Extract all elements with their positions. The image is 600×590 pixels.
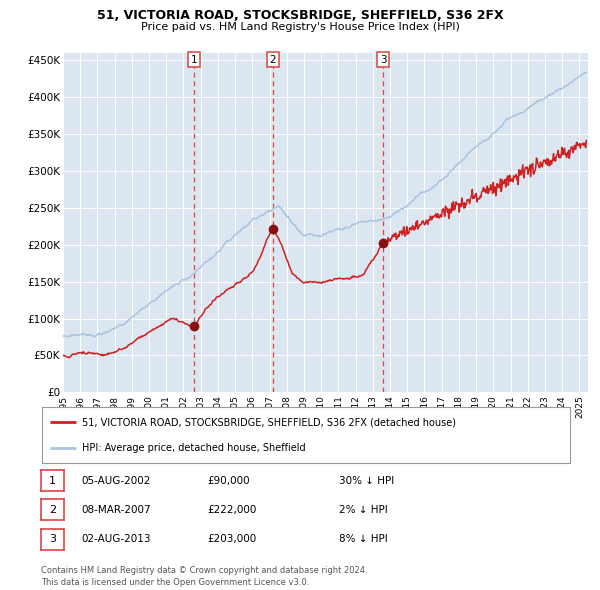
Text: 08-MAR-2007: 08-MAR-2007 (81, 505, 151, 514)
Text: 2: 2 (49, 505, 56, 514)
Text: Price paid vs. HM Land Registry's House Price Index (HPI): Price paid vs. HM Land Registry's House … (140, 22, 460, 32)
Text: 2% ↓ HPI: 2% ↓ HPI (339, 505, 388, 514)
Text: Contains HM Land Registry data © Crown copyright and database right 2024.
This d: Contains HM Land Registry data © Crown c… (41, 566, 367, 587)
Text: 3: 3 (380, 55, 386, 65)
Text: 05-AUG-2002: 05-AUG-2002 (81, 476, 151, 486)
Text: 1: 1 (190, 55, 197, 65)
Text: 30% ↓ HPI: 30% ↓ HPI (339, 476, 394, 486)
Text: 51, VICTORIA ROAD, STOCKSBRIDGE, SHEFFIELD, S36 2FX (detached house): 51, VICTORIA ROAD, STOCKSBRIDGE, SHEFFIE… (82, 417, 455, 427)
Text: 8% ↓ HPI: 8% ↓ HPI (339, 535, 388, 544)
Text: HPI: Average price, detached house, Sheffield: HPI: Average price, detached house, Shef… (82, 443, 305, 453)
Text: £203,000: £203,000 (207, 535, 256, 544)
Text: 51, VICTORIA ROAD, STOCKSBRIDGE, SHEFFIELD, S36 2FX: 51, VICTORIA ROAD, STOCKSBRIDGE, SHEFFIE… (97, 9, 503, 22)
Text: 3: 3 (49, 535, 56, 544)
Text: 1: 1 (49, 476, 56, 486)
Text: £222,000: £222,000 (207, 505, 256, 514)
Text: 02-AUG-2013: 02-AUG-2013 (81, 535, 151, 544)
Text: 2: 2 (269, 55, 276, 65)
Text: £90,000: £90,000 (207, 476, 250, 486)
